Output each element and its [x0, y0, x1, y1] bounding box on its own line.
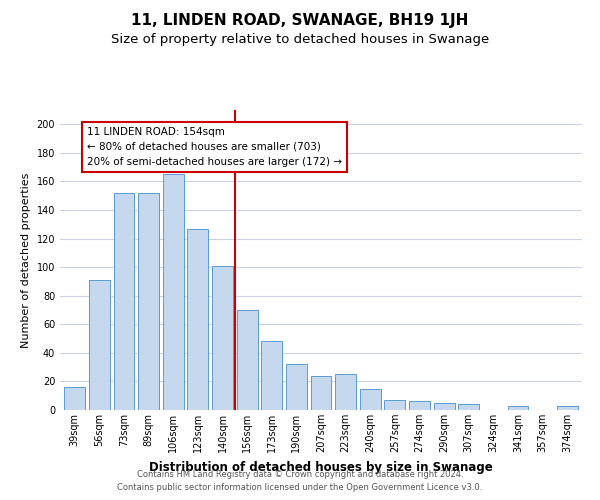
Bar — [286, 364, 307, 410]
Bar — [360, 388, 381, 410]
Bar — [311, 376, 331, 410]
Y-axis label: Number of detached properties: Number of detached properties — [21, 172, 31, 348]
Bar — [434, 403, 455, 410]
Bar — [458, 404, 479, 410]
Bar — [261, 342, 282, 410]
Bar — [89, 280, 110, 410]
Text: 11 LINDEN ROAD: 154sqm
← 80% of detached houses are smaller (703)
20% of semi-de: 11 LINDEN ROAD: 154sqm ← 80% of detached… — [87, 127, 342, 166]
Bar — [409, 402, 430, 410]
Bar — [236, 310, 257, 410]
X-axis label: Distribution of detached houses by size in Swanage: Distribution of detached houses by size … — [149, 460, 493, 473]
Bar — [187, 228, 208, 410]
Bar — [64, 387, 85, 410]
Bar — [138, 193, 159, 410]
Bar — [163, 174, 184, 410]
Bar — [385, 400, 406, 410]
Text: Contains HM Land Registry data © Crown copyright and database right 2024.
Contai: Contains HM Land Registry data © Crown c… — [118, 470, 482, 492]
Bar — [557, 406, 578, 410]
Text: 11, LINDEN ROAD, SWANAGE, BH19 1JH: 11, LINDEN ROAD, SWANAGE, BH19 1JH — [131, 12, 469, 28]
Bar — [508, 406, 529, 410]
Bar — [335, 374, 356, 410]
Bar — [113, 193, 134, 410]
Text: Size of property relative to detached houses in Swanage: Size of property relative to detached ho… — [111, 32, 489, 46]
Bar — [212, 266, 233, 410]
